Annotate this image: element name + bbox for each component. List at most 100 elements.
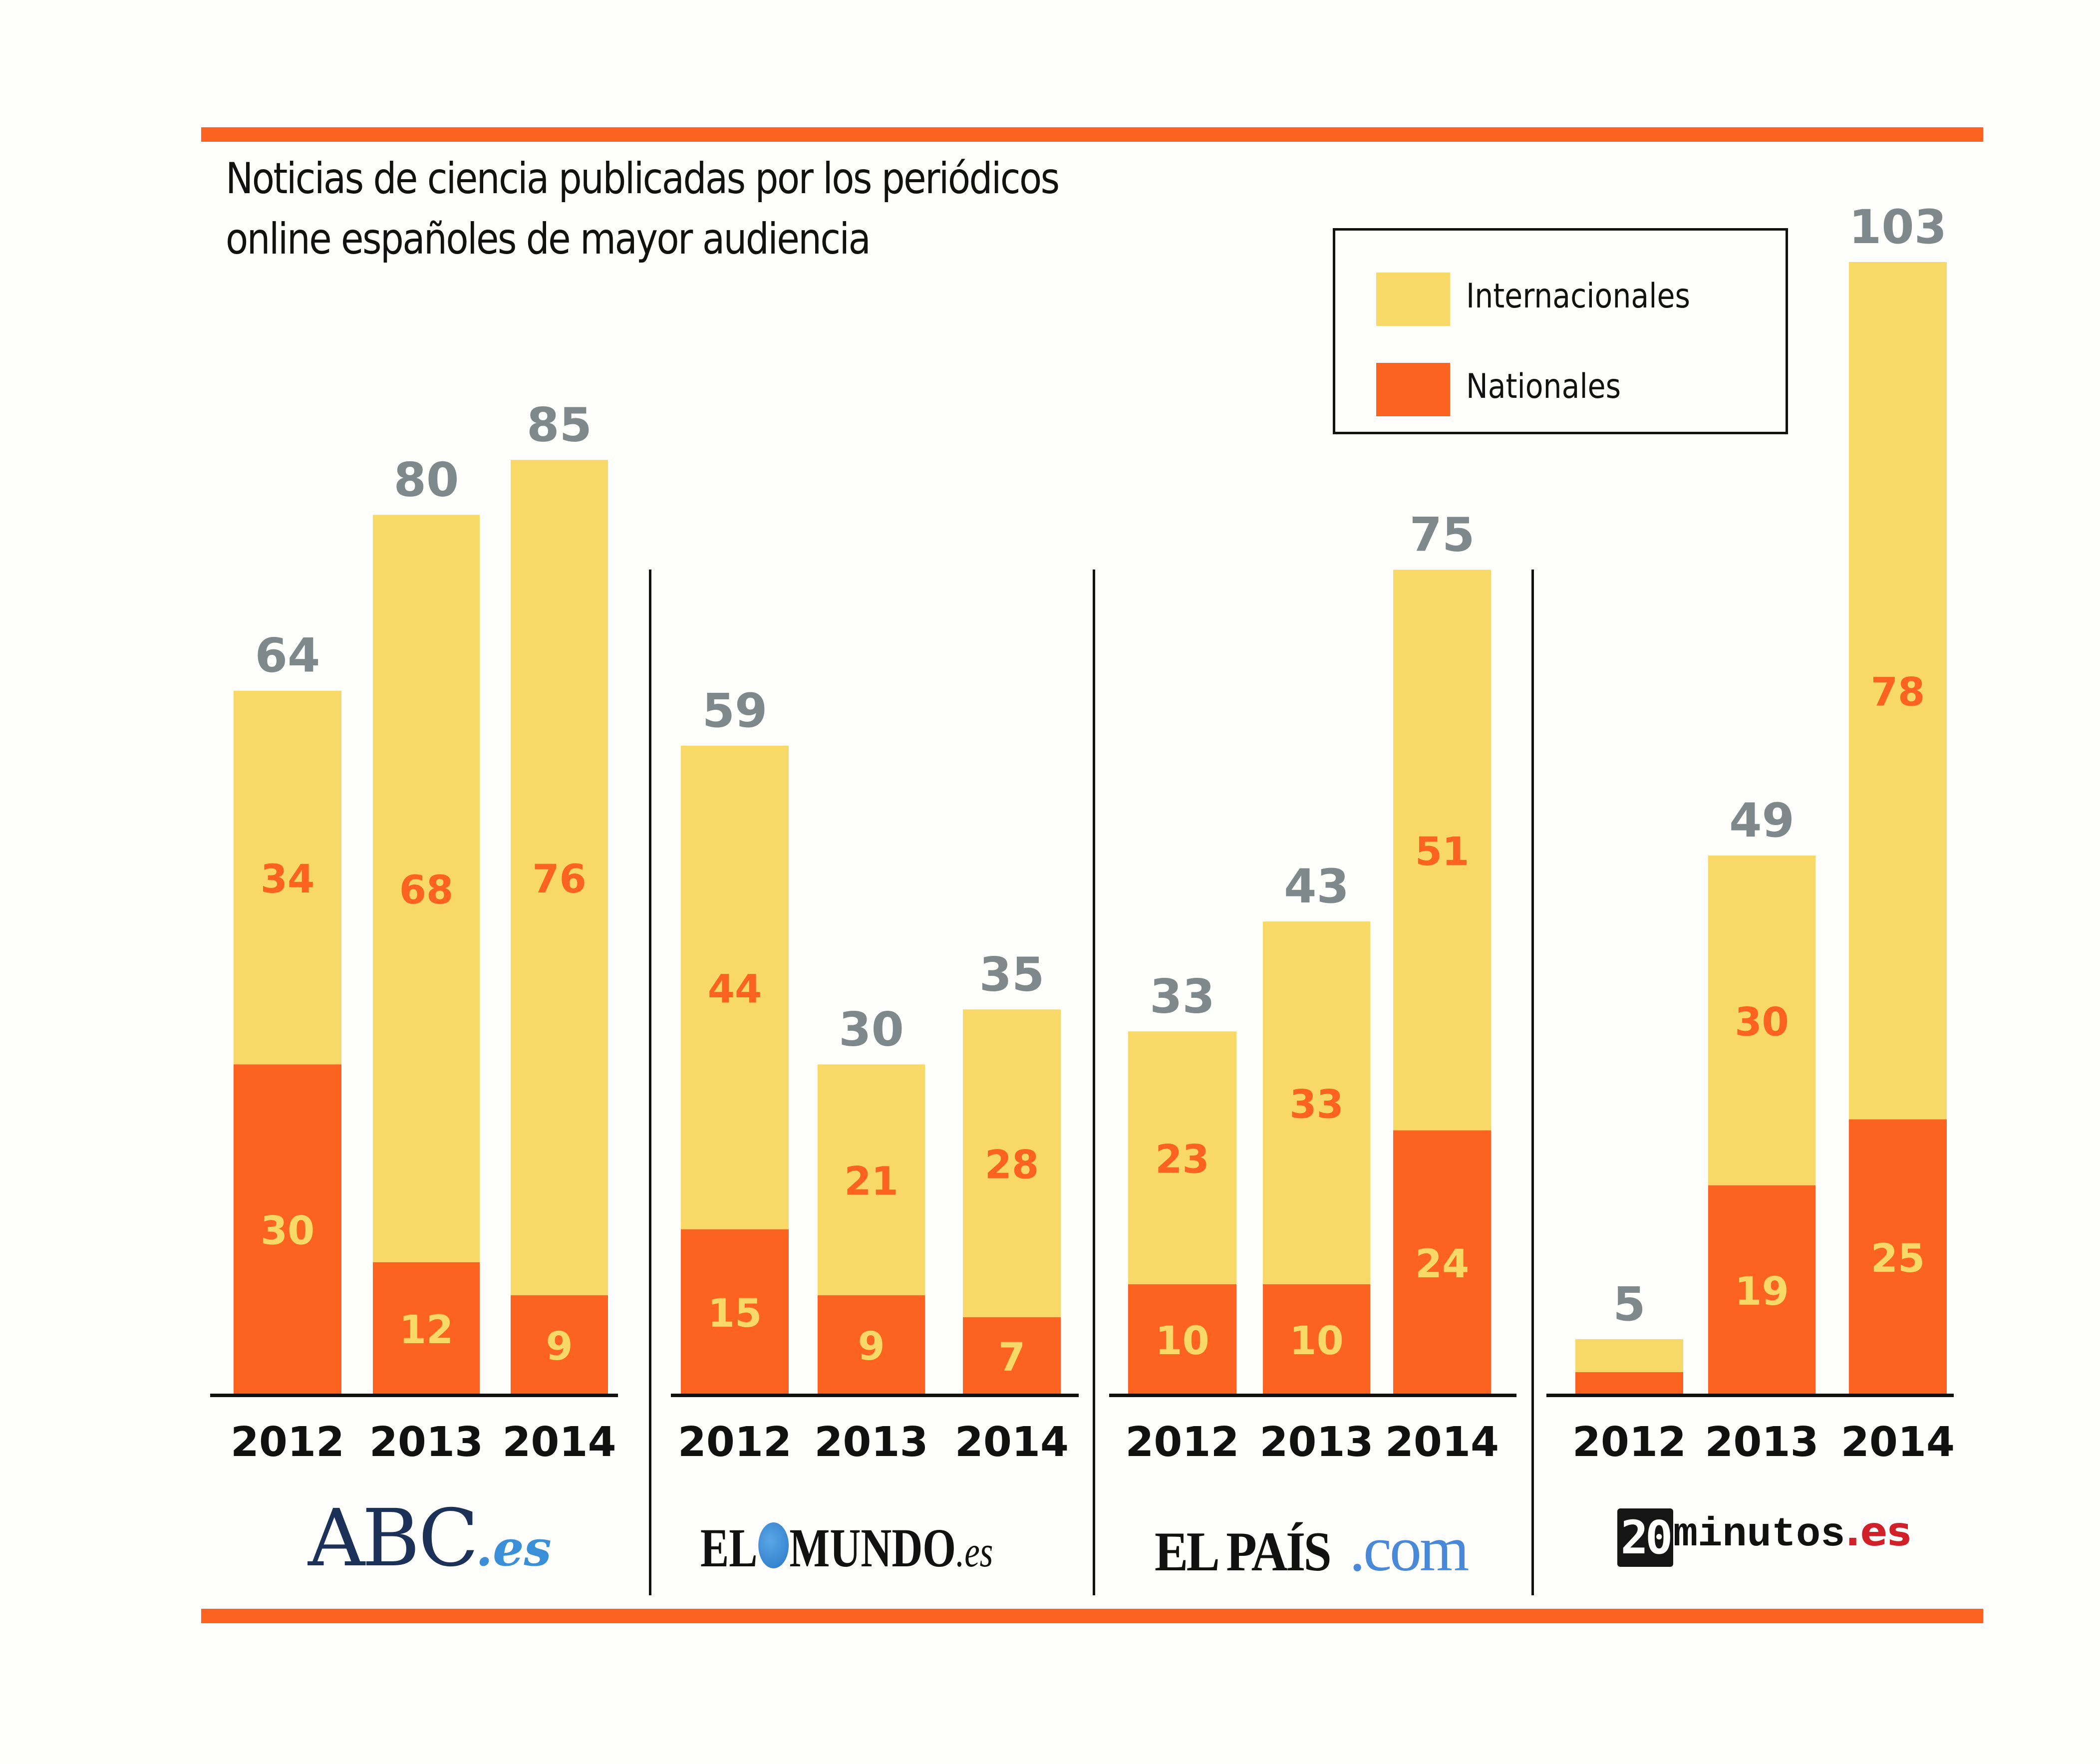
bar-label-nacionales: 30 [261,1209,315,1254]
bar-label-internacionales: 76 [532,857,587,902]
bar-label-internacionales: 33 [1289,1082,1344,1127]
x-tick-label: 2013 [1705,1419,1818,1466]
bar-segment-internacionales [1575,1339,1683,1372]
bar-label-internacionales: 78 [1871,670,1925,715]
bar-segment-internacionales [511,460,608,1295]
bar-label-nacionales: 7 [998,1335,1025,1380]
group-divider [649,570,651,1595]
logo-abc-suffix: .es [476,1520,552,1577]
x-tick-label: 2014 [1385,1419,1499,1466]
legend-swatch-internacionales [1376,273,1450,326]
logo-abc-text: ABC [308,1492,479,1584]
bar-total-label: 43 [1284,860,1349,914]
bar-label-nacionales: 25 [1871,1236,1925,1281]
x-tick-label: 2013 [369,1419,483,1466]
bar-segment-internacionales [234,690,341,1065]
logo-el-pais-text: EL PAÍS [1155,1521,1332,1583]
group-divider [1531,570,1534,1595]
logo-20minutos-box: 20 [1617,1508,1673,1567]
bar-label-nacionales: 19 [1735,1269,1789,1314]
legend-label-internacionales: Internacionales [1466,277,1690,316]
bar-segment-nacionales [1849,1119,1947,1394]
bar-label-internacionales: 34 [261,857,315,902]
bar-segment-internacionales [373,515,480,1262]
logo-el-pais: EL PAÍS .com [1155,1512,1469,1586]
x-axis-line [671,1394,1079,1397]
logo-20minutos: 20minutos.es [1617,1508,1911,1567]
legend-swatch-nacionales [1376,363,1450,416]
x-tick-label: 2012 [231,1419,344,1466]
logo-abc: ABC.es [308,1492,552,1584]
bar-total-label: 85 [527,398,592,452]
bar-segment-internacionales [1849,262,1947,1120]
bar-label-internacionales: 44 [708,967,762,1012]
bar-segment-nacionales [1708,1185,1815,1394]
bar-total-label: 5 [1613,1277,1645,1332]
bar-label-nacionales: 10 [1289,1319,1344,1364]
bar-label-nacionales: 24 [1415,1242,1470,1287]
logo-el-mundo: EL MUNDO.es [700,1516,993,1580]
x-axis-line [210,1394,618,1397]
logo-el-mundo-suffix: .es [956,1528,993,1576]
bar-total-label: 33 [1150,969,1215,1024]
x-tick-label: 2014 [955,1419,1069,1466]
legend-label-nacionales: Nationales [1466,367,1621,406]
bar-total-label: 49 [1729,794,1795,848]
logo-20minutos-suffix: .es [1845,1508,1911,1555]
logo-20minutos-text: minutos [1673,1511,1845,1558]
x-tick-label: 2012 [678,1419,792,1466]
chart-title: Noticias de ciencia publicadas por los p… [226,149,1060,270]
x-axis-line [1546,1394,1954,1397]
bar-segment-internacionales [1708,856,1815,1185]
bar-segment-nacionales [1263,1284,1370,1394]
bar-segment-nacionales [963,1317,1061,1394]
bar-label-internacionales: 30 [1735,1000,1789,1045]
logo-el-mundo-el: EL [700,1517,758,1578]
x-axis-line [1109,1394,1516,1397]
bottom-accent-rule [201,1609,1983,1623]
bar-label-internacionales: 51 [1415,830,1470,875]
globe-icon [758,1522,789,1568]
bar-segment-nacionales [373,1262,480,1394]
x-tick-label: 2014 [1841,1419,1955,1466]
bar-segment-nacionales [234,1064,341,1394]
bar-label-nacionales: 9 [858,1324,885,1369]
bar-segment-nacionales [511,1295,608,1394]
bar-total-label: 103 [1849,200,1947,255]
legend: Internacionales Nationales [1333,228,1788,434]
bar-segment-internacionales [963,1009,1061,1317]
bar-segment-internacionales [1128,1031,1236,1284]
bar-label-internacionales: 28 [985,1143,1039,1188]
bar-segment-internacionales [1263,921,1370,1284]
bar-total-label: 35 [979,947,1045,1002]
x-tick-label: 2012 [1125,1419,1239,1466]
bar-total-label: 64 [255,629,320,683]
bar-total-label: 30 [839,1002,904,1057]
bar-label-internacionales: 21 [844,1160,899,1204]
logo-el-mundo-mundo: MUNDO [789,1517,956,1578]
bar-label-nacionales: 12 [399,1308,454,1353]
bar-segment-nacionales [1575,1372,1683,1394]
bar-label-internacionales: 68 [399,868,454,913]
chart-title-line-1: Noticias de ciencia publicadas por los p… [226,154,1060,204]
x-tick-label: 2013 [814,1419,928,1466]
bar-label-internacionales: 23 [1155,1138,1209,1182]
x-tick-label: 2013 [1259,1419,1373,1466]
group-divider [1093,570,1095,1595]
bar-segment-nacionales [818,1295,925,1394]
bar-label-nacionales: 9 [546,1324,573,1369]
bar-total-label: 80 [394,453,459,507]
bar-total-label: 75 [1410,508,1475,563]
bar-label-nacionales: 15 [708,1291,762,1336]
bar-total-label: 59 [702,684,768,738]
bar-segment-internacionales [681,745,789,1229]
bar-label-nacionales: 10 [1155,1319,1209,1364]
chart-title-line-2: online españoles de mayor audiencia [226,214,871,264]
logo-el-pais-suffix: .com [1349,1513,1469,1584]
bar-segment-internacionales [818,1064,925,1295]
bar-segment-nacionales [1393,1130,1491,1394]
x-tick-label: 2014 [502,1419,616,1466]
bar-segment-nacionales [681,1229,789,1394]
bar-segment-nacionales [1128,1284,1236,1394]
